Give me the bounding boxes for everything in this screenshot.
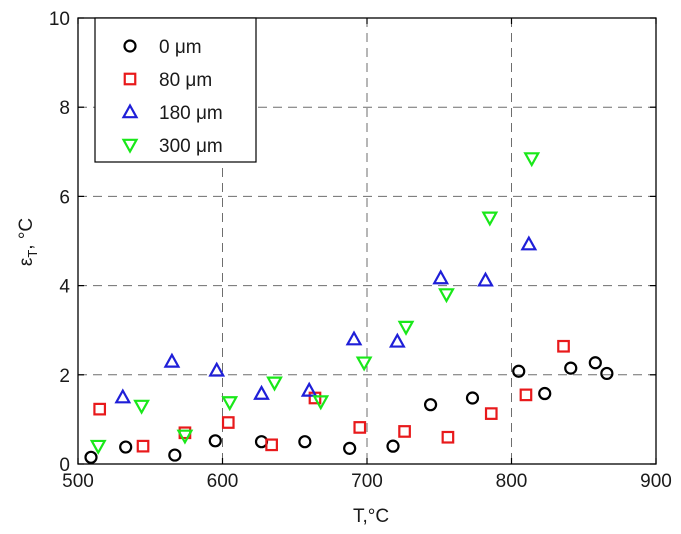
- data-point: [119, 440, 133, 454]
- data-point: [397, 320, 415, 336]
- data-point: [386, 439, 400, 453]
- data-point: [89, 439, 107, 455]
- y-axis-label-subscript: T: [25, 250, 40, 258]
- x-tick-label: 500: [62, 471, 94, 492]
- data-point: [221, 396, 239, 412]
- legend-item: 80 μm: [123, 70, 212, 91]
- data-point: [298, 435, 312, 449]
- legend-label: 80 μm: [159, 70, 212, 91]
- data-point: [345, 330, 363, 346]
- legend-marker: [123, 72, 137, 86]
- series-2: [114, 235, 538, 404]
- data-point: [176, 429, 194, 445]
- legend-item: 300 μm: [121, 136, 223, 157]
- x-axis-label: T,°C: [353, 506, 389, 527]
- data-point: [432, 269, 450, 285]
- data-point: [265, 438, 278, 452]
- y-tick-label: 2: [59, 366, 70, 387]
- x-tick-label: 700: [351, 471, 383, 492]
- data-point: [208, 434, 222, 448]
- legend-label: 300 μm: [159, 136, 223, 157]
- legend-item: 0 μm: [123, 37, 202, 58]
- data-point: [93, 402, 107, 416]
- data-point: [300, 381, 318, 397]
- y-tick-label: 10: [49, 9, 70, 30]
- data-point: [588, 356, 602, 370]
- data-point: [484, 407, 498, 420]
- data-point: [221, 416, 235, 429]
- data-point: [133, 399, 150, 415]
- data-point: [538, 386, 552, 401]
- legend-marker: [121, 138, 139, 154]
- data-point: [423, 398, 438, 412]
- legend-label: 0 μm: [159, 37, 202, 58]
- x-tick-label: 800: [496, 471, 528, 492]
- data-point: [398, 425, 411, 438]
- data-point: [512, 364, 526, 378]
- tick-labels: 500 600 700 800 900 0 2 4 6 8 10: [49, 9, 672, 492]
- data-point: [253, 384, 270, 400]
- x-tick-label: 900: [640, 471, 672, 492]
- data-point: [523, 152, 541, 168]
- series-0: [84, 356, 614, 464]
- legend-label: 180 μm: [159, 103, 223, 124]
- data-point: [557, 339, 570, 353]
- legend-marker: [123, 39, 137, 53]
- data-point: [519, 388, 533, 402]
- data-point: [312, 395, 330, 411]
- data-point: [355, 356, 373, 372]
- legend-marker: [121, 103, 139, 119]
- data-point: [266, 376, 283, 392]
- axes: [77, 17, 657, 465]
- data-point: [520, 235, 538, 251]
- data-point: [388, 332, 406, 348]
- y-tick-label: 8: [59, 98, 70, 119]
- legend: 0 μm 80 μm 180 μm 300 μm: [94, 17, 257, 163]
- data-point: [477, 271, 494, 287]
- data-points: [84, 152, 614, 464]
- data-point: [465, 391, 480, 405]
- data-point: [600, 366, 614, 381]
- legend-item: 180 μm: [121, 103, 223, 124]
- data-point: [168, 448, 182, 462]
- data-point: [441, 430, 455, 444]
- data-point: [353, 421, 367, 434]
- data-point: [114, 388, 132, 404]
- y-axis-label-symbol: ε: [16, 257, 37, 266]
- data-point: [208, 361, 226, 377]
- x-tick-label: 600: [207, 471, 239, 492]
- y-tick-label: 4: [59, 277, 70, 298]
- legend-box: [94, 17, 257, 163]
- data-point: [343, 441, 357, 455]
- data-point: [163, 352, 181, 368]
- y-tick-label: 6: [59, 187, 70, 208]
- data-point: [481, 211, 499, 227]
- y-tick-label: 0: [59, 455, 70, 476]
- y-axis-label-unit: , °C: [16, 218, 37, 250]
- series-3: [89, 152, 541, 455]
- y-axis-label: εT, °C: [16, 218, 40, 266]
- data-point: [438, 288, 455, 304]
- data-point: [564, 361, 578, 375]
- data-point: [136, 439, 150, 453]
- data-point: [84, 450, 98, 464]
